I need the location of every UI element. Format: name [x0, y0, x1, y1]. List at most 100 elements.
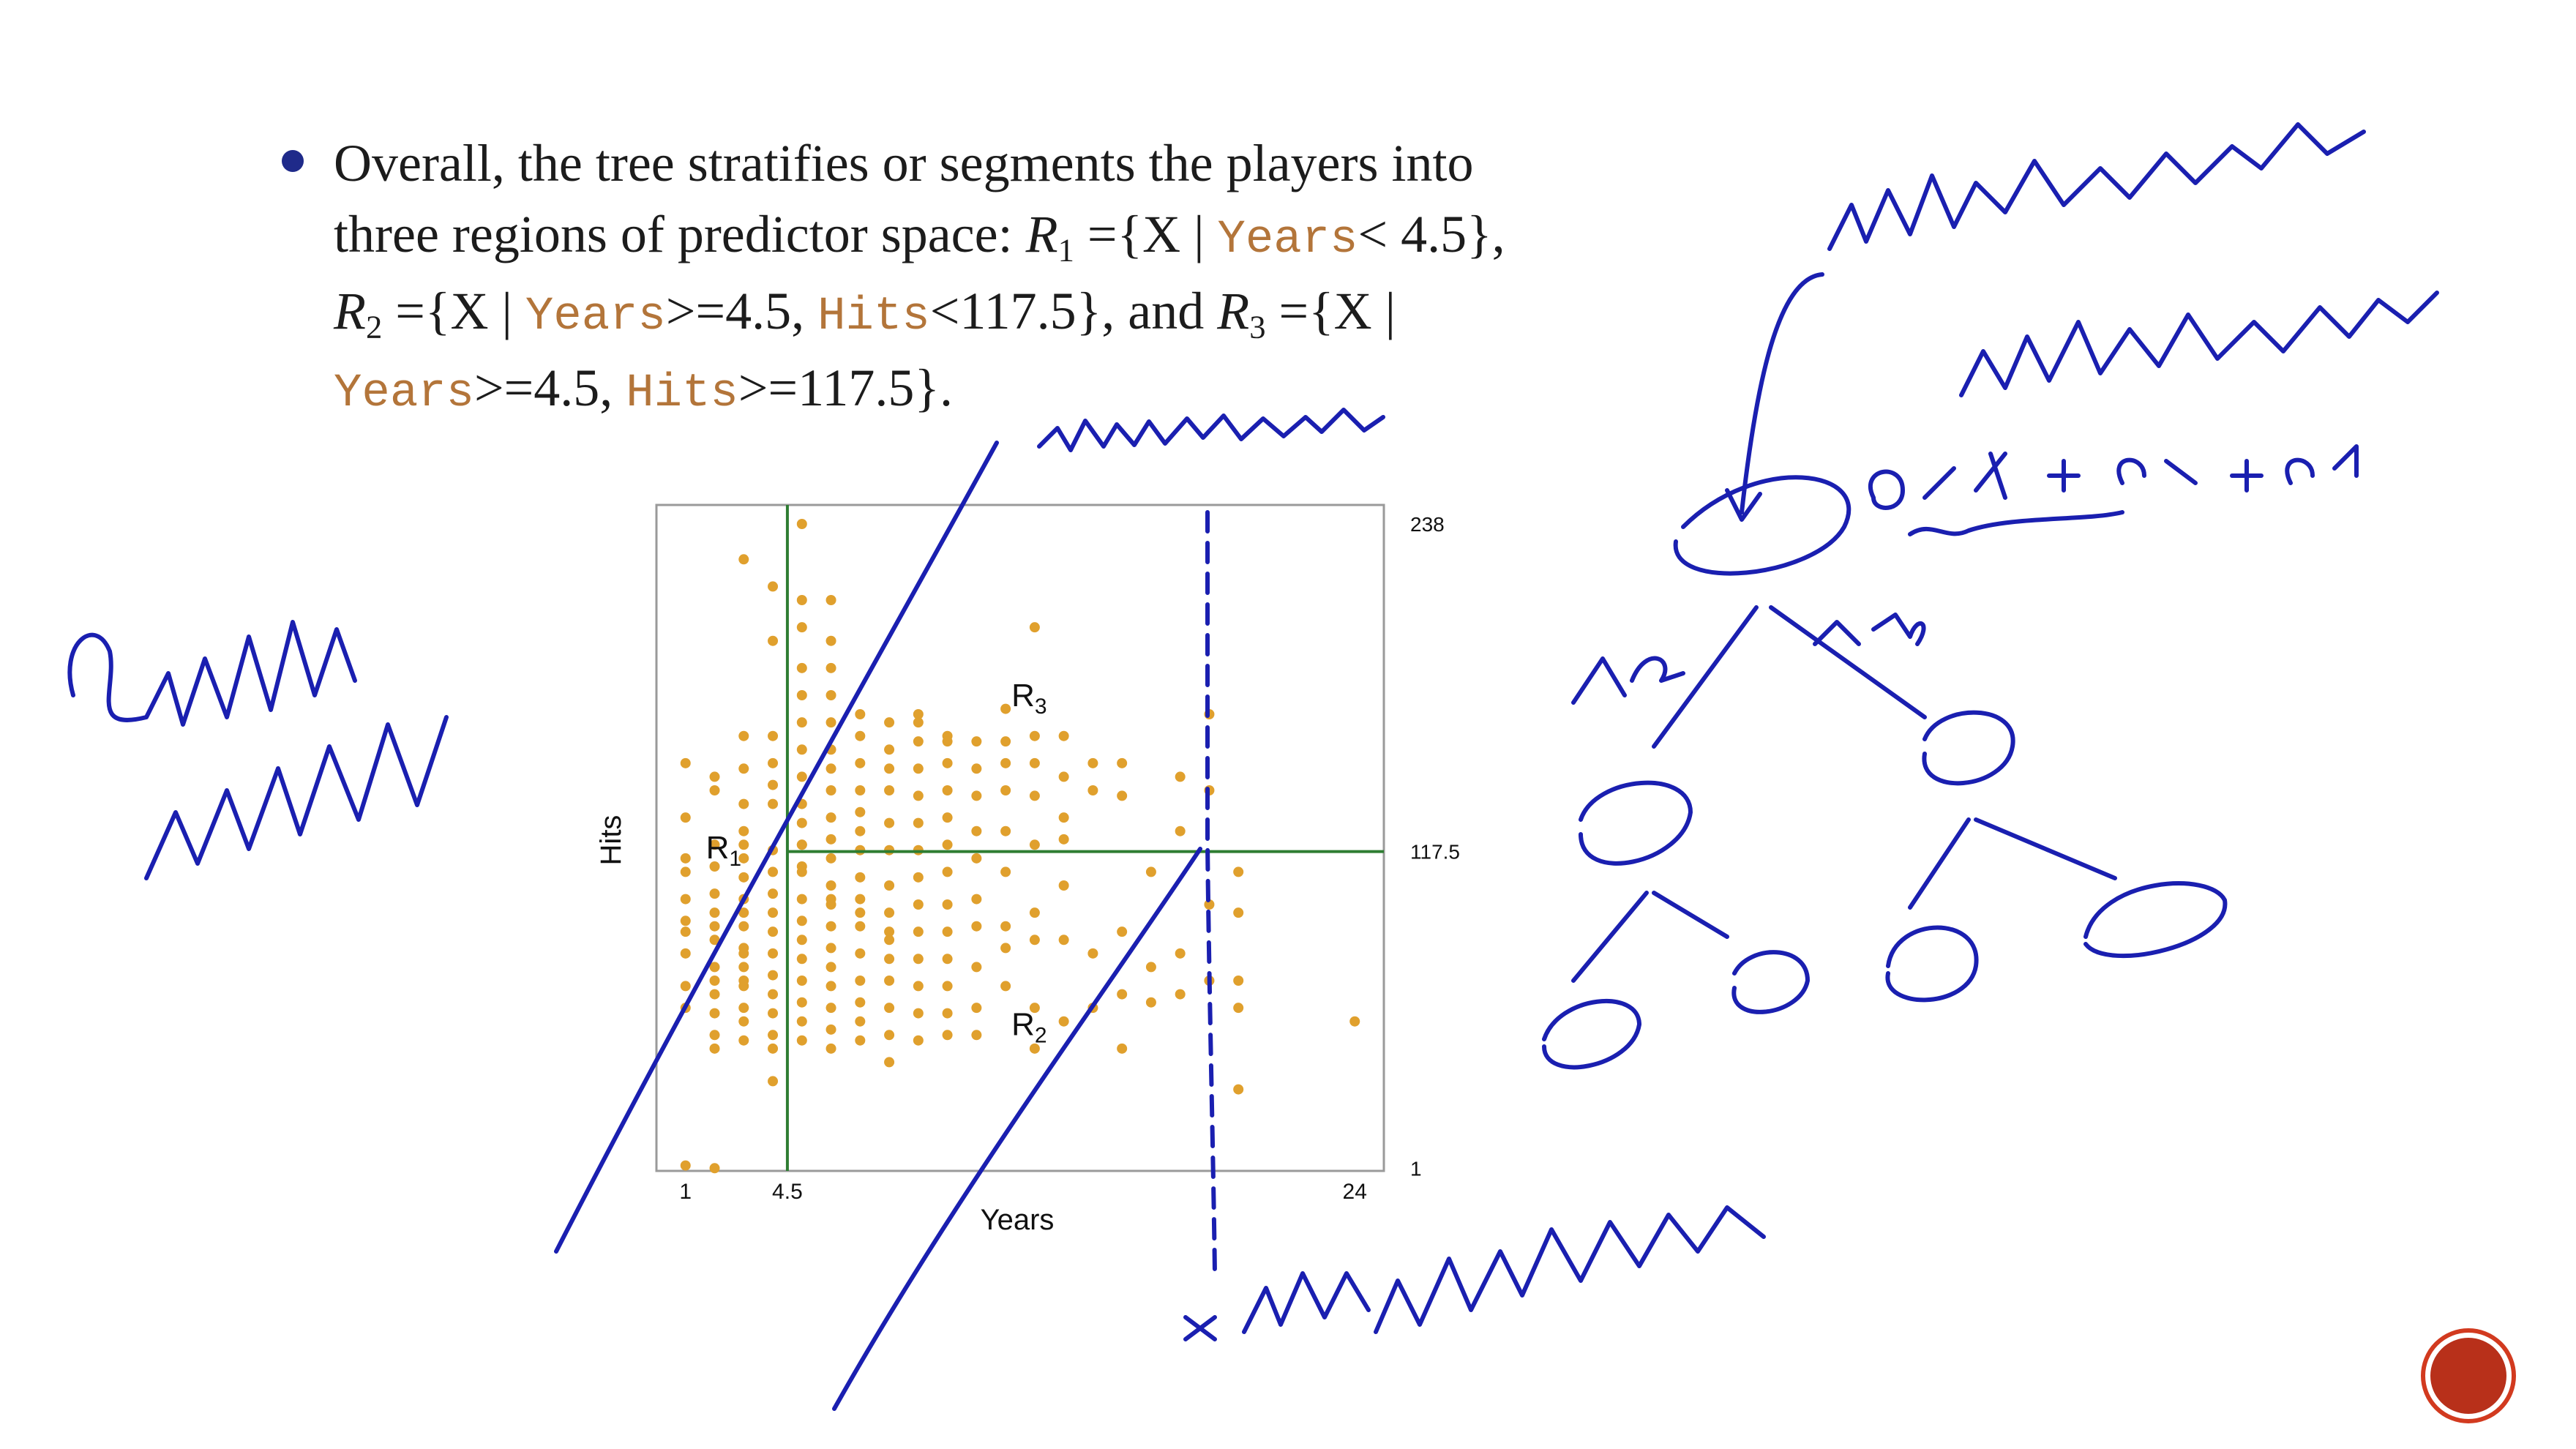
- data-point: [796, 519, 807, 529]
- ink-node-2: [1922, 710, 2015, 786]
- text: >=4.5,: [665, 282, 818, 340]
- data-point: [884, 785, 895, 795]
- data-point: [768, 1030, 779, 1041]
- data-point: [1233, 1003, 1244, 1014]
- data-point: [884, 976, 895, 986]
- ink-diagonal-2: [832, 847, 1202, 1411]
- data-point: [971, 763, 982, 774]
- scatter-plot: R1 R2 R3 1 4.5 24 1 117.5 238 Years Hits: [595, 503, 1460, 1236]
- data-point: [768, 1043, 779, 1054]
- data-point: [942, 981, 953, 992]
- data-point: [942, 954, 953, 965]
- var-years: Years: [1217, 214, 1358, 266]
- data-point: [768, 581, 779, 592]
- data-point: [738, 730, 749, 741]
- data-point: [825, 635, 836, 646]
- data-point: [942, 1008, 953, 1019]
- data-point: [942, 1030, 953, 1041]
- data-point: [1000, 921, 1011, 932]
- y-axis-label: Hits: [595, 815, 627, 866]
- data-point: [855, 806, 866, 817]
- x-tick-label: 4.5: [772, 1180, 803, 1204]
- ink-scribble-left-2: [144, 715, 449, 880]
- data-point: [971, 736, 982, 747]
- data-point: [942, 926, 953, 937]
- ink-node-3: [1542, 999, 1641, 1070]
- data-point: [768, 779, 779, 790]
- data-point: [1117, 989, 1128, 1000]
- r1-sub: 1: [1057, 231, 1074, 269]
- data-point: [738, 853, 749, 864]
- data-point: [1029, 622, 1040, 633]
- data-point: [738, 1016, 749, 1027]
- data-point: [855, 757, 866, 768]
- data-point: [942, 866, 953, 877]
- ink-formula: [1868, 444, 2359, 510]
- data-point: [884, 926, 895, 937]
- data-point: [913, 763, 924, 774]
- data-point: [1058, 834, 1069, 845]
- data-point: [1175, 948, 1186, 959]
- y-tick-labels: 1 117.5 238: [1410, 513, 1460, 1180]
- data-point: [709, 989, 720, 1000]
- data-point: [1145, 866, 1156, 877]
- data-point: [1029, 935, 1040, 946]
- data-point: [825, 717, 836, 728]
- text: >=117.5}.: [738, 359, 953, 417]
- ink-node-6: [2083, 881, 2228, 959]
- data-point: [913, 872, 924, 883]
- data-point: [680, 916, 691, 926]
- data-point: [1175, 825, 1186, 836]
- data-point: [855, 997, 866, 1008]
- data-point: [709, 839, 720, 850]
- data-point: [1029, 839, 1040, 850]
- ink-scribble-right-1: [1827, 122, 2366, 251]
- r2-symbol: R: [334, 282, 366, 340]
- data-point: [680, 812, 691, 823]
- x-tick-label: 1: [679, 1180, 692, 1204]
- data-point: [855, 921, 866, 932]
- data-point: [738, 1035, 749, 1046]
- data-point: [1087, 757, 1098, 768]
- data-point: [1233, 866, 1244, 877]
- data-point: [884, 954, 895, 965]
- data-point: [884, 763, 895, 774]
- data-point: [796, 954, 807, 965]
- data-point: [1058, 730, 1069, 741]
- data-point: [1029, 907, 1040, 918]
- data-point: [1233, 1084, 1244, 1095]
- data-point: [768, 635, 779, 646]
- data-point: [1000, 825, 1011, 836]
- data-point: [768, 989, 779, 1000]
- handwritten-annotations: [67, 122, 2439, 1411]
- text: ={X |: [382, 282, 525, 340]
- data-point: [1000, 703, 1011, 714]
- data-point: [768, 730, 779, 741]
- data-point: [768, 798, 779, 809]
- data-point: [1029, 1043, 1040, 1054]
- data-point: [738, 962, 749, 973]
- data-point: [825, 962, 836, 973]
- data-point: [1145, 997, 1156, 1008]
- data-point: [1000, 981, 1011, 992]
- ink-node-1: [1579, 780, 1693, 866]
- data-point: [709, 907, 720, 918]
- data-point: [942, 899, 953, 910]
- ink-scribble-right-2: [1959, 291, 2439, 397]
- data-point: [855, 1035, 866, 1046]
- data-point: [913, 717, 924, 728]
- bullet-line-1: Overall, the tree stratifies or segments…: [334, 128, 1783, 199]
- data-point: [971, 790, 982, 801]
- ink-label-left: [1571, 656, 1685, 705]
- data-point: [971, 894, 982, 905]
- data-point: [1029, 1003, 1040, 1014]
- r3-symbol: R: [1217, 282, 1250, 340]
- data-point: [796, 976, 807, 986]
- r2-sub: 2: [365, 308, 383, 345]
- data-point: [1175, 771, 1186, 782]
- data-point: [709, 935, 720, 946]
- text: Overall, the tree stratifies or segments…: [334, 134, 1474, 192]
- region-labels: R1 R2 R3: [706, 678, 1047, 1047]
- data-point: [825, 812, 836, 823]
